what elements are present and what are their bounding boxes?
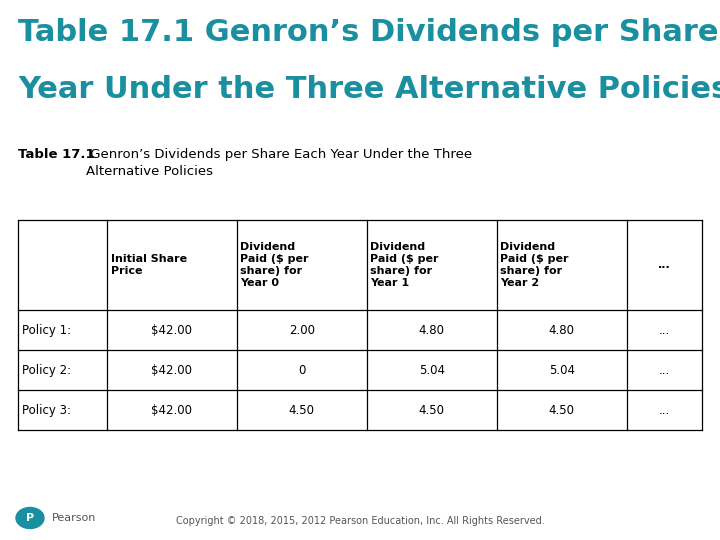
Text: ...: ...: [659, 363, 670, 377]
Text: Dividend
Paid ($ per
share) for
Year 1: Dividend Paid ($ per share) for Year 1: [370, 242, 439, 288]
Text: Dividend
Paid ($ per
share) for
Year 2: Dividend Paid ($ per share) for Year 2: [500, 242, 569, 288]
Text: 5.04: 5.04: [549, 363, 575, 377]
Text: 2.00: 2.00: [289, 324, 315, 337]
Text: Dividend
Paid ($ per
share) for
Year 0: Dividend Paid ($ per share) for Year 0: [240, 242, 309, 288]
Text: $42.00: $42.00: [151, 403, 192, 416]
Text: Initial Share
Price: Initial Share Price: [111, 254, 186, 276]
Text: Year Under the Three Alternative Policies: Year Under the Three Alternative Policie…: [18, 75, 720, 104]
Text: Genron’s Dividends per Share Each Year Under the Three
Alternative Policies: Genron’s Dividends per Share Each Year U…: [86, 148, 472, 178]
Text: 0: 0: [298, 363, 305, 377]
Text: 4.50: 4.50: [419, 403, 445, 416]
Text: 4.80: 4.80: [419, 324, 445, 337]
Text: 4.80: 4.80: [549, 324, 575, 337]
Text: 4.50: 4.50: [549, 403, 575, 416]
Text: Policy 3:: Policy 3:: [22, 403, 71, 416]
Text: ...: ...: [659, 324, 670, 337]
Text: Pearson: Pearson: [52, 513, 96, 523]
Text: $42.00: $42.00: [151, 324, 192, 337]
Text: ...: ...: [659, 403, 670, 416]
Text: Copyright © 2018, 2015, 2012 Pearson Education, Inc. All Rights Reserved.: Copyright © 2018, 2015, 2012 Pearson Edu…: [176, 516, 544, 526]
Text: Policy 2:: Policy 2:: [22, 363, 71, 377]
Text: Table 17.1 Genron’s Dividends per Share Each: Table 17.1 Genron’s Dividends per Share …: [18, 18, 720, 47]
Text: Table 17.1: Table 17.1: [18, 148, 94, 161]
Text: ...: ...: [658, 260, 671, 270]
Text: 5.04: 5.04: [419, 363, 445, 377]
Text: P: P: [26, 513, 34, 523]
Circle shape: [16, 508, 44, 529]
Text: Policy 1:: Policy 1:: [22, 324, 71, 337]
Text: $42.00: $42.00: [151, 363, 192, 377]
Text: 4.50: 4.50: [289, 403, 315, 416]
